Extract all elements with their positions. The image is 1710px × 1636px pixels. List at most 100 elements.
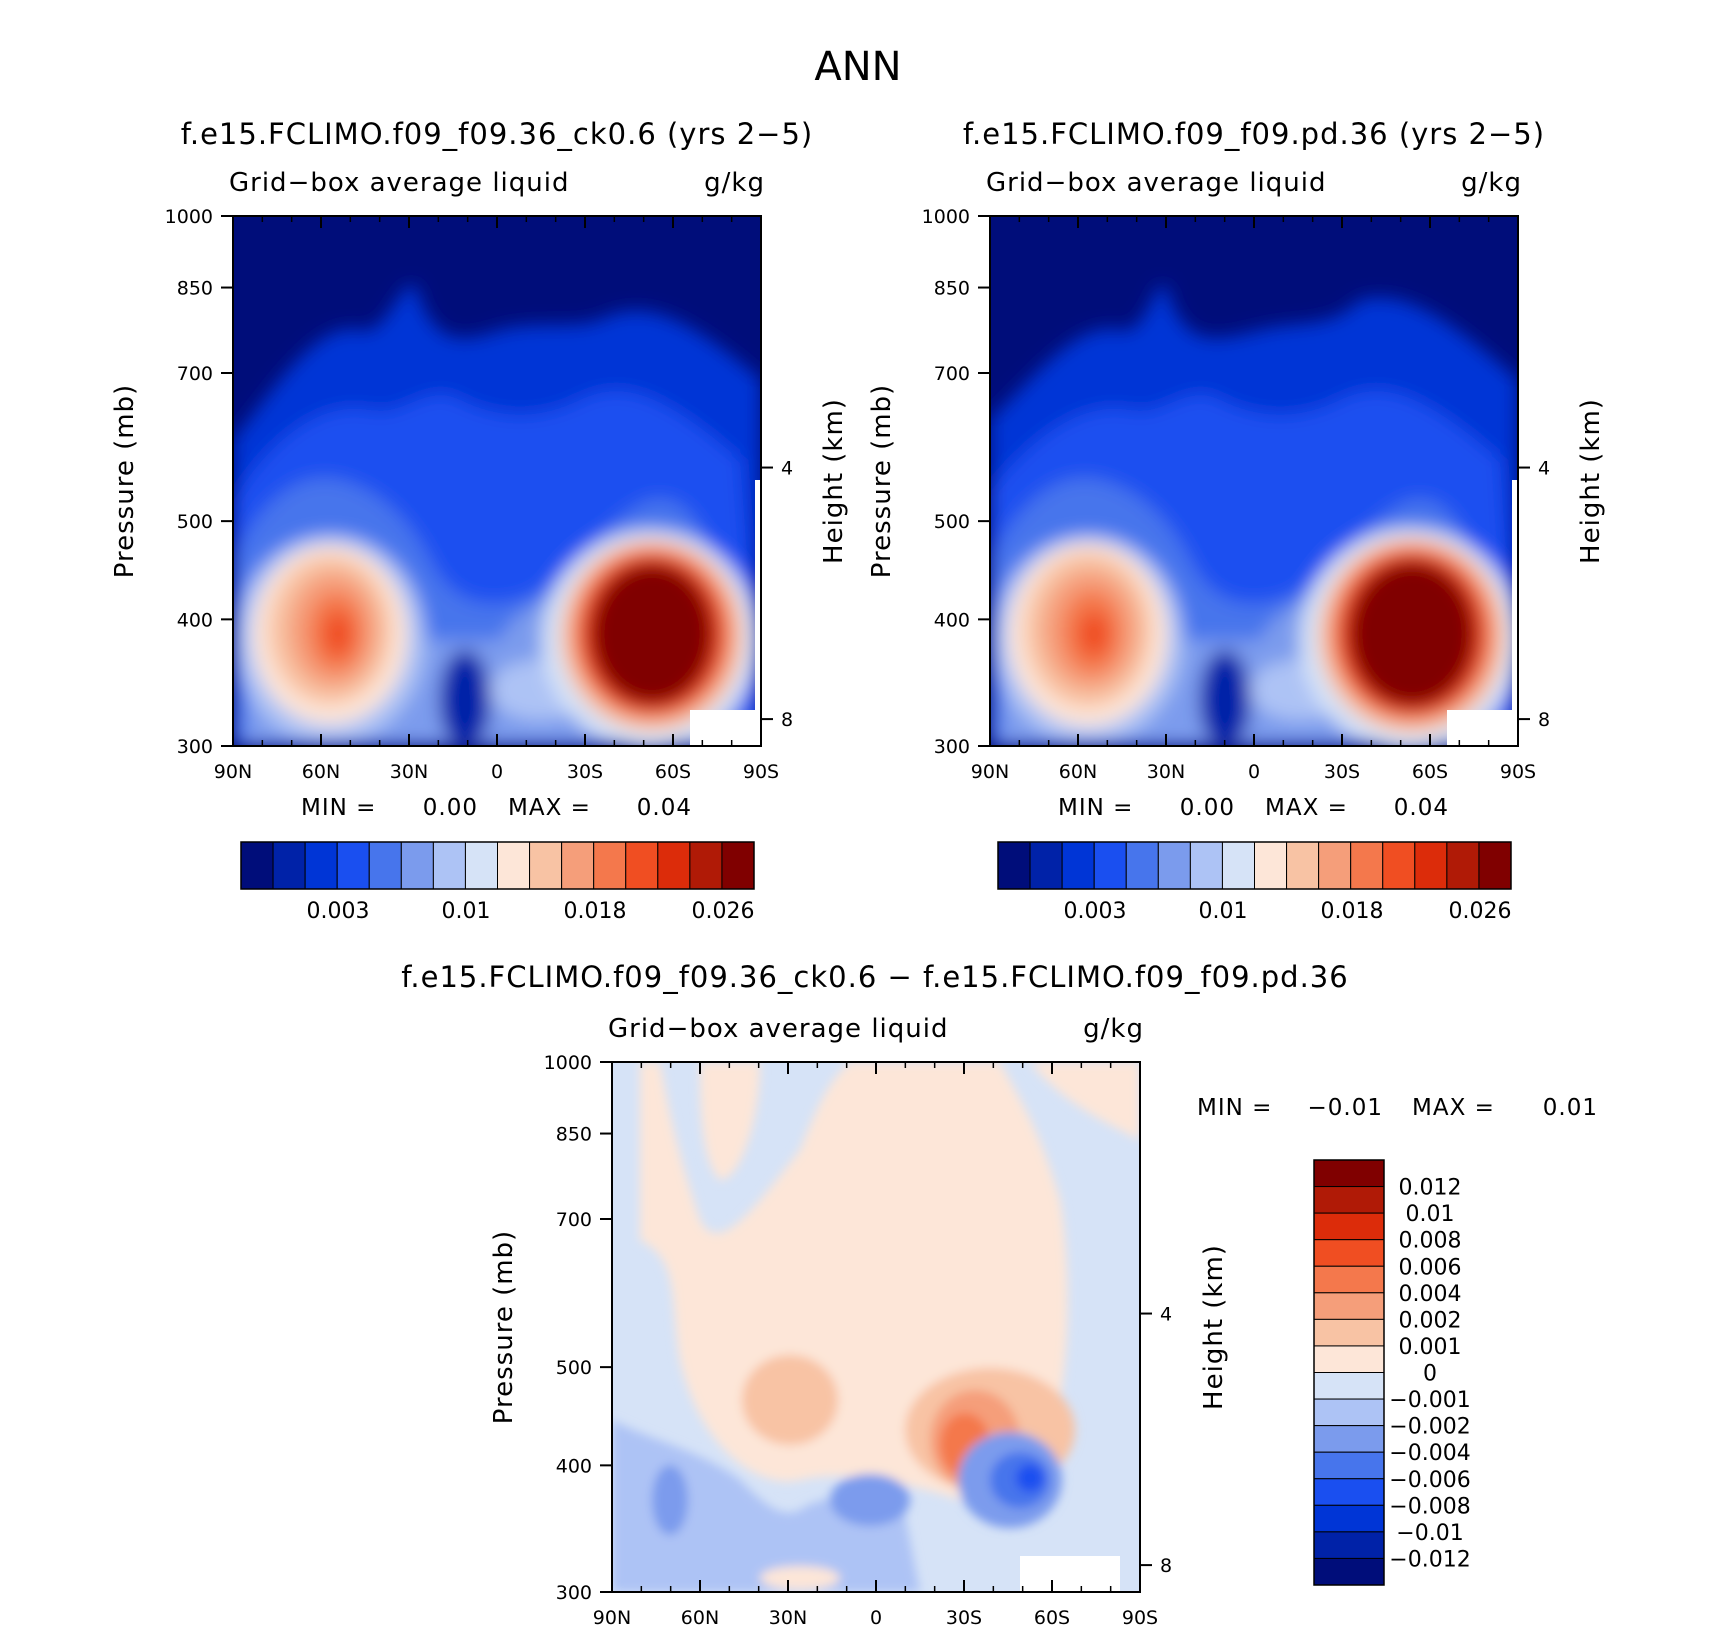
colorbar-label: −0.012 [1389, 1547, 1470, 1572]
y-tick-label: 500 [934, 511, 970, 533]
variable-label: Grid−box average liquid [986, 168, 1326, 198]
colorbar-swatch [997, 841, 1031, 890]
colorbar-swatch [272, 841, 306, 890]
colorbar-swatch [1313, 1557, 1385, 1586]
colorbar: 0.0120.010.0080.0060.0040.0020.0010−0.00… [1313, 1159, 1471, 1586]
colorbar-swatch [1313, 1478, 1385, 1506]
y2-tick-label: 8 [1160, 1555, 1172, 1577]
y-tick-label: 850 [934, 278, 970, 300]
y-axis-label: Pressure (mb) [110, 384, 140, 578]
colorbar-label: 0.01 [1199, 899, 1248, 924]
colorbar-swatch [1157, 841, 1191, 890]
colorbar-label: −0.008 [1389, 1494, 1470, 1519]
colorbar-swatch [1029, 841, 1063, 890]
colorbar-swatch [336, 841, 370, 890]
colorbar-label: −0.002 [1389, 1415, 1470, 1440]
colorbar-label: 0 [1423, 1362, 1437, 1387]
x-tick-label: 30N [769, 1607, 807, 1629]
colorbar-swatch [1313, 1451, 1385, 1480]
max-label: MAX = [508, 795, 591, 821]
colorbar-swatch [1286, 841, 1320, 890]
colorbar-swatch [1313, 1212, 1385, 1241]
heatmap-field [990, 216, 1518, 746]
panel-title: f.e15.FCLIMO.f09_f09.36_ck0.6 − f.e15.FC… [401, 960, 1348, 994]
y-tick-label: 500 [556, 1357, 592, 1379]
x-tick-label: 90N [971, 761, 1009, 783]
axes: 90N 60N 30N 0 30S 60S 90S 300 400 500 700 850 1000 8 4 [922, 206, 1550, 783]
colorbar-swatch [593, 841, 627, 890]
colorbar-swatch [1318, 841, 1352, 890]
colorbar-swatch [625, 841, 659, 890]
colorbar-swatch [1093, 841, 1127, 890]
variable-label: Grid−box average liquid [608, 1014, 948, 1044]
y-tick-label: 700 [934, 363, 970, 385]
x-tick-label: 30S [1324, 761, 1360, 783]
y-tick-label: 300 [934, 736, 970, 758]
y-tick-label: 850 [556, 1124, 592, 1146]
colorbar-label: −0.006 [1389, 1468, 1470, 1493]
x-tick-label: 60N [681, 1607, 719, 1629]
units-label: g/kg [1461, 168, 1522, 198]
min-value: 0.00 [423, 795, 478, 821]
colorbar-label: 0.004 [1399, 1282, 1462, 1307]
colorbar-label: 0.003 [1064, 899, 1127, 924]
colorbar-swatch [1313, 1318, 1385, 1347]
colorbar-swatch [1313, 1345, 1385, 1373]
units-label: g/kg [1083, 1014, 1144, 1044]
x-tick-label: 30N [390, 761, 428, 783]
units-label: g/kg [704, 168, 765, 198]
min-label: MIN = [1197, 1095, 1272, 1121]
colorbar-label: −0.01 [1396, 1521, 1463, 1546]
colorbar-swatch [1221, 841, 1255, 890]
colorbar-label: 0.003 [307, 899, 370, 924]
x-tick-label: 90N [593, 1607, 631, 1629]
max-value: 0.01 [1543, 1095, 1598, 1121]
colorbar-label: 0.026 [1449, 899, 1512, 924]
y2-tick-label: 8 [1538, 709, 1550, 731]
colorbar-swatch [1313, 1239, 1385, 1267]
colorbar-label: −0.001 [1389, 1388, 1470, 1413]
y2-axis-label: Height (km) [1199, 1244, 1229, 1410]
colorbar-swatch [1061, 841, 1095, 890]
y-axis-label: Pressure (mb) [867, 384, 897, 578]
colorbar-swatch [1313, 1265, 1385, 1294]
colorbar-swatch [1313, 1531, 1385, 1559]
colorbar-swatch [304, 841, 338, 890]
heatmap-field [233, 216, 761, 746]
colorbar-swatch [1313, 1186, 1385, 1214]
x-tick-label: 90S [1500, 761, 1536, 783]
min-label: MIN = [1058, 795, 1133, 821]
colorbar-label: 0.012 [1399, 1176, 1462, 1201]
colorbar-swatch [721, 841, 755, 890]
colorbar-label: 0.026 [692, 899, 755, 924]
x-tick-label: 60N [1059, 761, 1097, 783]
y-tick-label: 1000 [922, 206, 970, 228]
y-tick-label: 400 [556, 1455, 592, 1477]
x-tick-label: 0 [870, 1607, 882, 1629]
x-tick-label: 60N [302, 761, 340, 783]
colorbar-swatch [240, 841, 274, 890]
colorbar-swatch [497, 841, 531, 890]
colorbar-label: 0.006 [1399, 1255, 1462, 1280]
y-tick-label: 1000 [165, 206, 213, 228]
max-value: 0.04 [1394, 795, 1449, 821]
colorbar-swatch [1189, 841, 1223, 890]
colorbar-swatch [657, 841, 691, 890]
y-tick-label: 300 [177, 736, 213, 758]
colorbar-frame [997, 841, 1512, 890]
x-tick-label: 30S [567, 761, 603, 783]
y-tick-label: 850 [177, 278, 213, 300]
x-tick-label: 60S [655, 761, 691, 783]
colorbar-swatch [1350, 841, 1384, 890]
colorbar-swatch [1478, 841, 1512, 890]
min-value: −0.01 [1308, 1095, 1383, 1121]
colorbar [240, 841, 755, 890]
y2-axis-label: Height (km) [1576, 398, 1606, 564]
y-tick-label: 700 [177, 363, 213, 385]
colorbar-swatch [1313, 1425, 1385, 1453]
colorbar-swatch [1125, 841, 1159, 890]
colorbar-frame [1313, 1159, 1385, 1586]
max-label: MAX = [1412, 1095, 1495, 1121]
colorbar-swatch [1313, 1398, 1385, 1427]
